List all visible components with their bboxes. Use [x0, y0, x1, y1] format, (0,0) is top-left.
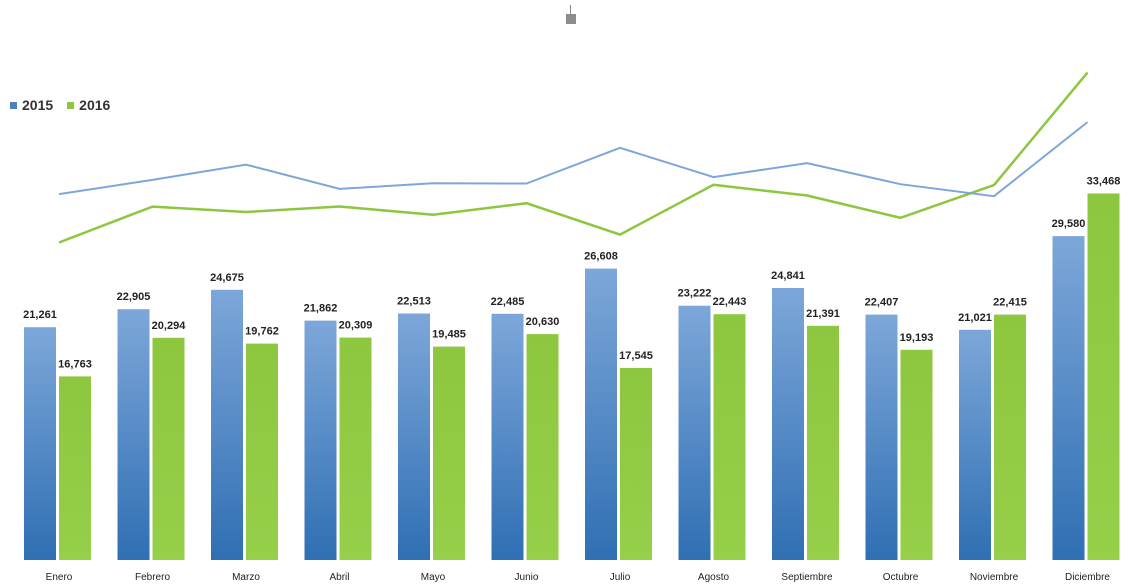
value-label-2015-Septiembre: 24,841 [771, 270, 805, 282]
value-label-2015-Octubre: 22,407 [865, 297, 899, 309]
legend-item-2016: 2016 [67, 97, 110, 113]
value-label-2015-Diciembre: 29,580 [1052, 218, 1086, 230]
legend-swatch-2015 [10, 101, 17, 109]
value-label-2015-Agosto: 23,222 [678, 288, 712, 300]
value-label-2016-Febrero: 20,294 [152, 320, 187, 332]
bar-2015-Septiembre [772, 288, 804, 560]
value-label-2015-Marzo: 24,675 [210, 272, 244, 284]
value-label-2016-Marzo: 19,762 [245, 326, 279, 338]
category-label-Febrero: Febrero [135, 572, 170, 583]
legend-item-2015: 2015 [10, 97, 53, 113]
bar-2015-Agosto [678, 305, 711, 560]
value-label-2016-Abril: 20,309 [339, 320, 373, 332]
legend-label-2016: 2016 [79, 97, 111, 113]
value-label-2015-Mayo: 22,513 [397, 296, 431, 308]
trend-line-2015 [58, 121, 1089, 198]
bar-2016-Mayo [433, 346, 465, 560]
bar-2015-Noviembre [959, 329, 991, 560]
category-label-Septiembre: Septiembre [781, 572, 833, 583]
bar-2015-Mayo [398, 313, 430, 560]
category-label-Enero: Enero [46, 572, 73, 583]
category-label-Mayo: Mayo [421, 572, 446, 583]
value-label-2016-Noviembre: 22,415 [993, 297, 1027, 309]
bar-2015-Octubre [865, 314, 898, 560]
category-label-Junio: Junio [515, 572, 539, 583]
bar-2016-Diciembre [1087, 193, 1120, 560]
legend-label-2015: 2015 [22, 97, 54, 113]
selection-handle-line [570, 5, 571, 15]
category-label-Abril: Abril [329, 572, 349, 583]
labels-group: 21,261 16,763 Enero 22,905 20,294 Febrero 24,6… [23, 176, 1120, 584]
bar-2016-Enero [59, 376, 91, 560]
bar-2015-Marzo [211, 289, 243, 560]
value-label-2016-Julio: 17,545 [619, 350, 653, 362]
value-label-2015-Enero: 21,261 [23, 309, 57, 321]
value-label-2016-Septiembre: 21,391 [806, 308, 840, 320]
bar-2016-Octubre [900, 349, 933, 560]
bars-group [24, 193, 1120, 560]
bar-2016-Marzo [246, 343, 278, 560]
bar-2016-Julio [620, 367, 652, 560]
bar-2015-Abril [304, 320, 337, 560]
trend-line-2016 [58, 71, 1089, 244]
bar-2016-Junio [526, 334, 559, 560]
category-label-Octubre: Octubre [883, 572, 919, 583]
value-label-2016-Diciembre: 33,468 [1087, 176, 1121, 188]
bar-2015-Enero [24, 327, 56, 560]
bar-2016-Agosto [713, 314, 746, 560]
bar-2016-Febrero [152, 337, 185, 560]
value-label-2015-Febrero: 22,905 [117, 291, 151, 303]
lines-group [58, 71, 1089, 244]
bar-2016-Septiembre [807, 325, 839, 560]
value-label-2015-Abril: 21,862 [304, 303, 338, 315]
value-label-2016-Agosto: 22,443 [713, 296, 747, 308]
value-label-2016-Mayo: 19,485 [432, 329, 466, 341]
value-label-2015-Junio: 22,485 [491, 296, 525, 308]
bar-2015-Junio [491, 313, 524, 560]
bar-2015-Diciembre [1052, 236, 1085, 560]
value-label-2016-Enero: 16,763 [58, 358, 92, 370]
value-label-2015-Noviembre: 21,021 [958, 312, 992, 324]
value-label-2016-Junio: 20,630 [526, 316, 560, 328]
category-label-Julio: Julio [610, 572, 631, 583]
value-label-2016-Octubre: 19,193 [900, 332, 934, 344]
bar-2016-Abril [339, 337, 372, 560]
category-label-Marzo: Marzo [232, 572, 260, 583]
legend-swatch-2016 [67, 101, 75, 109]
bar-2015-Julio [585, 268, 617, 560]
bar-2016-Noviembre [994, 314, 1026, 560]
category-label-Agosto: Agosto [698, 572, 730, 583]
selection-handle[interactable] [566, 14, 576, 24]
value-label-2015-Julio: 26,608 [584, 251, 618, 263]
category-label-Noviembre: Noviembre [970, 572, 1019, 583]
category-label-Diciembre: Diciembre [1065, 572, 1110, 583]
bar-2015-Febrero [117, 309, 150, 560]
chart-legend: 2015 2016 [10, 97, 110, 113]
